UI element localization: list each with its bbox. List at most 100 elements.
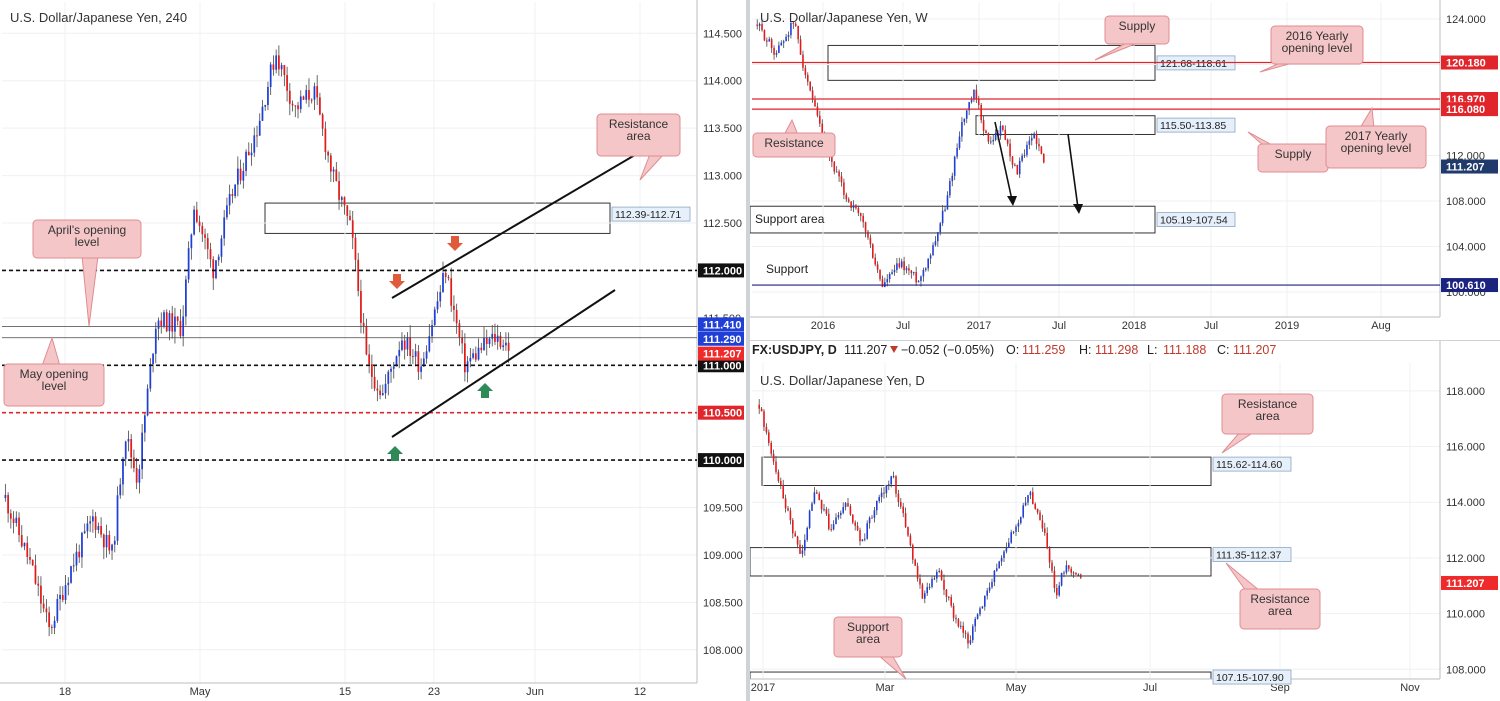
candle-body	[920, 276, 922, 282]
price-tag-bg	[1441, 575, 1498, 590]
weekly-chart-panel[interactable]: 124.000120.000116.000112.000108.000104.0…	[750, 0, 1500, 340]
candle-body	[1046, 532, 1048, 549]
candle-body	[891, 272, 893, 274]
price-tag-label: 110.000	[703, 455, 742, 467]
time-tick-label: Sep	[1270, 682, 1290, 694]
candle-body	[766, 40, 768, 42]
candle-body	[973, 89, 975, 100]
zone-label-bg	[1212, 669, 1292, 685]
candle-body	[929, 255, 932, 259]
candle-body	[994, 133, 997, 140]
candle-body	[1033, 133, 1035, 139]
candle-body	[365, 326, 368, 355]
zone-label: 111.35-112.37	[1216, 550, 1282, 562]
candle-body	[892, 476, 895, 478]
price-tag-bg	[1441, 159, 1498, 174]
weekly-chart[interactable]: 124.000120.000116.000112.000108.000104.0…	[750, 0, 1500, 340]
candle-body	[343, 197, 346, 206]
candle-body	[867, 231, 869, 238]
candle-body	[816, 106, 819, 116]
candle-body	[349, 215, 351, 221]
callout-box	[32, 219, 142, 259]
candle-body	[239, 168, 242, 181]
candle-body	[859, 213, 862, 216]
candle-body	[761, 23, 763, 31]
candle-body	[768, 39, 771, 42]
candle-body	[945, 589, 948, 597]
grid	[752, 363, 1440, 679]
candle-body	[302, 96, 305, 100]
candle-body	[874, 257, 877, 265]
callout-text: opening level	[1282, 41, 1353, 55]
candle-body	[360, 291, 362, 323]
candle-body	[921, 584, 924, 599]
candle-body	[980, 105, 982, 121]
candle-body	[61, 594, 64, 600]
candle-body	[401, 340, 403, 350]
candle-body	[116, 495, 119, 541]
candle-body	[7, 494, 9, 514]
vertical-divider	[746, 0, 750, 701]
candle-body	[946, 195, 949, 210]
candle-body	[938, 570, 940, 572]
price-tag-label: 112.000	[703, 265, 742, 277]
candle-body	[869, 237, 872, 245]
candle-body	[280, 65, 283, 70]
candle-body	[873, 510, 876, 518]
price-tag-label: 111.290	[703, 334, 742, 346]
candle-body	[138, 469, 141, 483]
candle-body	[818, 493, 820, 500]
candle-body	[1038, 143, 1040, 147]
candle-body	[928, 586, 931, 588]
candle-body	[871, 517, 873, 519]
candle-body	[193, 209, 195, 235]
candle-body	[395, 356, 398, 367]
price-tag-bg	[1441, 278, 1498, 293]
daily-chart-panel[interactable]: 118.000 116.000 114.000 112.000 110.000 108.0…	[750, 341, 1500, 701]
candle-body	[59, 594, 61, 600]
candle-body	[152, 353, 154, 365]
candle-body	[828, 513, 830, 530]
candle-body	[775, 52, 778, 55]
support-label: Support	[766, 262, 809, 276]
ohlc-label: H:	[1079, 343, 1092, 357]
candle-body	[329, 155, 332, 172]
candle-body	[267, 86, 269, 106]
candle-body	[958, 136, 961, 149]
candle-body	[163, 312, 165, 327]
ohlc-value: 111.259	[1022, 343, 1065, 357]
candle-body	[368, 354, 371, 365]
time-tick-label: Jul	[1143, 682, 1157, 694]
candle-body	[847, 503, 849, 507]
time-tick-label: Aug	[1371, 320, 1391, 332]
candle-body	[832, 524, 835, 530]
candle-body	[777, 471, 780, 481]
candle-body	[412, 355, 414, 357]
daily-chart[interactable]: 118.000 116.000 114.000 112.000 110.000 108.0…	[750, 341, 1500, 701]
candle-body	[937, 232, 939, 242]
candle-body	[770, 39, 773, 48]
ohlc-label: C:	[1217, 343, 1230, 357]
candle-body	[843, 182, 845, 195]
candle-body	[31, 559, 34, 566]
callout-text: Supply	[1275, 147, 1312, 161]
callout-text: area	[856, 632, 880, 646]
zone-label-bg	[1212, 456, 1292, 472]
candle-body	[390, 368, 392, 372]
h4-chart-panel[interactable]: 114.500 114.000 113.500 113.000 112.500 112.0…	[0, 0, 746, 701]
candle-body	[927, 258, 929, 269]
candle-body	[190, 234, 193, 249]
candle-body	[782, 41, 785, 43]
arrow-line-1	[994, 121, 1013, 201]
candle-body	[855, 205, 857, 209]
price-tag-label: 111.000	[703, 360, 742, 372]
candle-body	[1023, 154, 1026, 156]
candle-body	[943, 579, 945, 590]
candle-body	[912, 545, 914, 560]
candle-body	[381, 393, 384, 395]
h4-chart[interactable]: 114.500 114.000 113.500 113.000 112.500 112.0…	[0, 0, 746, 701]
callout-box	[833, 616, 903, 658]
price-tick-label: 110.000	[1446, 609, 1485, 621]
candle-body	[934, 241, 937, 246]
